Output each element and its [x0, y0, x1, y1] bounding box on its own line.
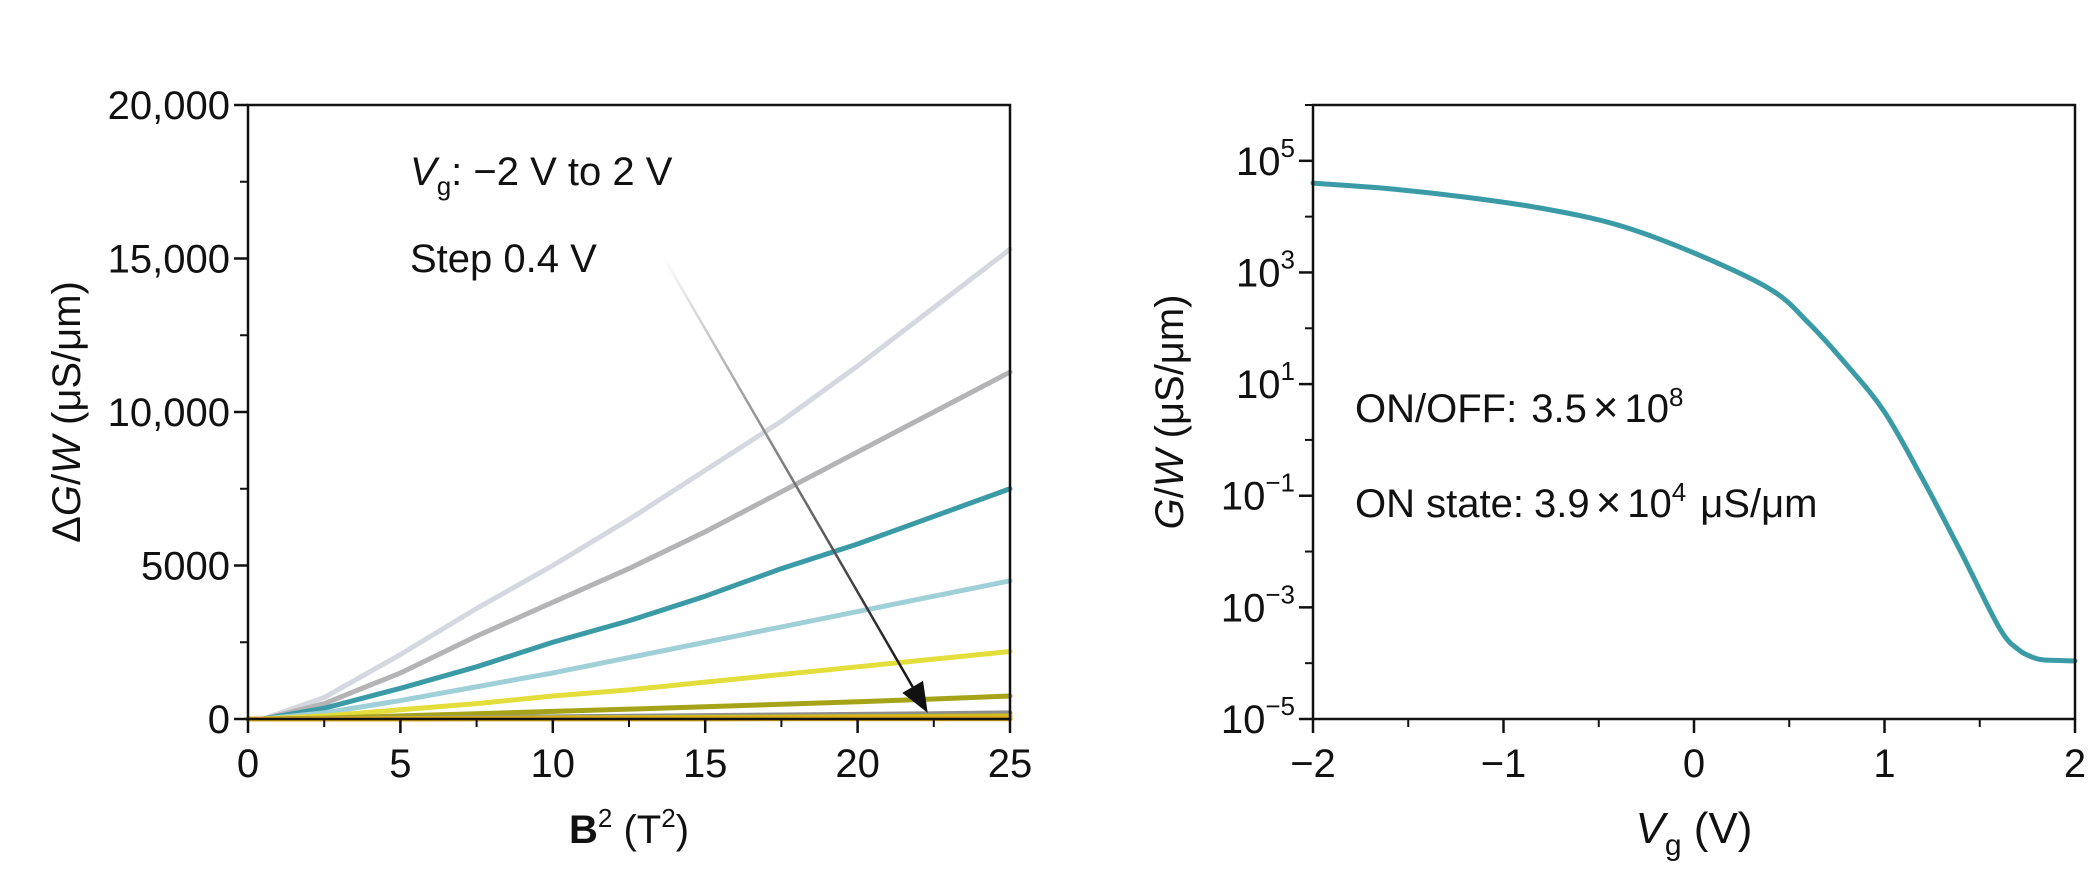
y-tick-label: 15,000 [108, 238, 230, 282]
right-tick-labels: −2 −1 0 1 2 10−5 10−3 10−1 101 103 105 [1221, 133, 2086, 786]
on-state-annotation: ON state: 3.9 × 104 μS/μm [1355, 477, 1817, 527]
x-tick-label: 15 [683, 742, 728, 786]
y-tick-label: 10−3 [1221, 579, 1295, 630]
step-arrow [661, 254, 928, 713]
arrow-shaft [661, 254, 914, 688]
x-tick-label: 1 [1873, 742, 1895, 786]
series-line-1 [245, 369, 1013, 722]
x-tick-label: 20 [835, 742, 880, 786]
vg-range-annotation: Vg: −2 V to 2 V [410, 150, 673, 201]
step-annotation: Step 0.4 V [410, 237, 597, 281]
y-tick-label: 105 [1236, 133, 1295, 184]
x-tick-label: 0 [237, 742, 259, 786]
y-tick-label: 20,000 [108, 84, 230, 128]
y-tick-label: 10−1 [1221, 468, 1295, 519]
right-x-axis-label: Vg (V) [1636, 804, 1753, 862]
left-y-axis-label: ΔG/W (μS/μm) [45, 281, 89, 543]
x-tick-label: 2 [2064, 742, 2086, 786]
series-line-3 [245, 578, 1013, 722]
x-tick-label: −1 [1481, 742, 1527, 786]
left-tick-labels: 0 5 10 15 20 25 0 5000 10,000 15,000 20,000 [108, 84, 1033, 786]
series-line-0 [245, 246, 1013, 722]
y-tick-label: 101 [1236, 356, 1295, 407]
x-tick-label: 5 [389, 742, 411, 786]
right-series-group [1310, 180, 2078, 664]
y-tick-label: 10−5 [1221, 691, 1295, 742]
right-y-axis-label: G/W (μS/μm) [1148, 295, 1192, 530]
arrow-head [902, 680, 928, 713]
series-line-2 [245, 486, 1013, 722]
left-plot-frame [246, 103, 1012, 721]
x-tick-label: −2 [1290, 742, 1336, 786]
on-off-ratio-annotation: ON/OFF: 3.5 × 108 [1355, 382, 1684, 432]
y-tick-label: 0 [208, 698, 230, 742]
left-x-axis-label: B2 (T2) [569, 803, 689, 852]
x-tick-label: 25 [988, 742, 1033, 786]
y-tick-label: 5000 [141, 545, 230, 589]
x-tick-label: 0 [1683, 742, 1705, 786]
y-tick-label: 10,000 [108, 391, 230, 435]
transfer-curve [1310, 180, 2078, 664]
right-ticks [1299, 104, 2077, 733]
right-panel: −2 −1 0 1 2 10−5 10−3 10−1 101 103 105 ON/OFF: 3.5 ×… [1148, 103, 2086, 862]
x-tick-label: 10 [531, 742, 576, 786]
y-tick-label: 103 [1236, 244, 1295, 295]
left-ticks [234, 103, 1012, 733]
left-panel: 0 5 10 15 20 25 0 5000 10,000 15,000 20,000 Vg: −2… [45, 84, 1032, 852]
left-series-group [245, 246, 1013, 722]
